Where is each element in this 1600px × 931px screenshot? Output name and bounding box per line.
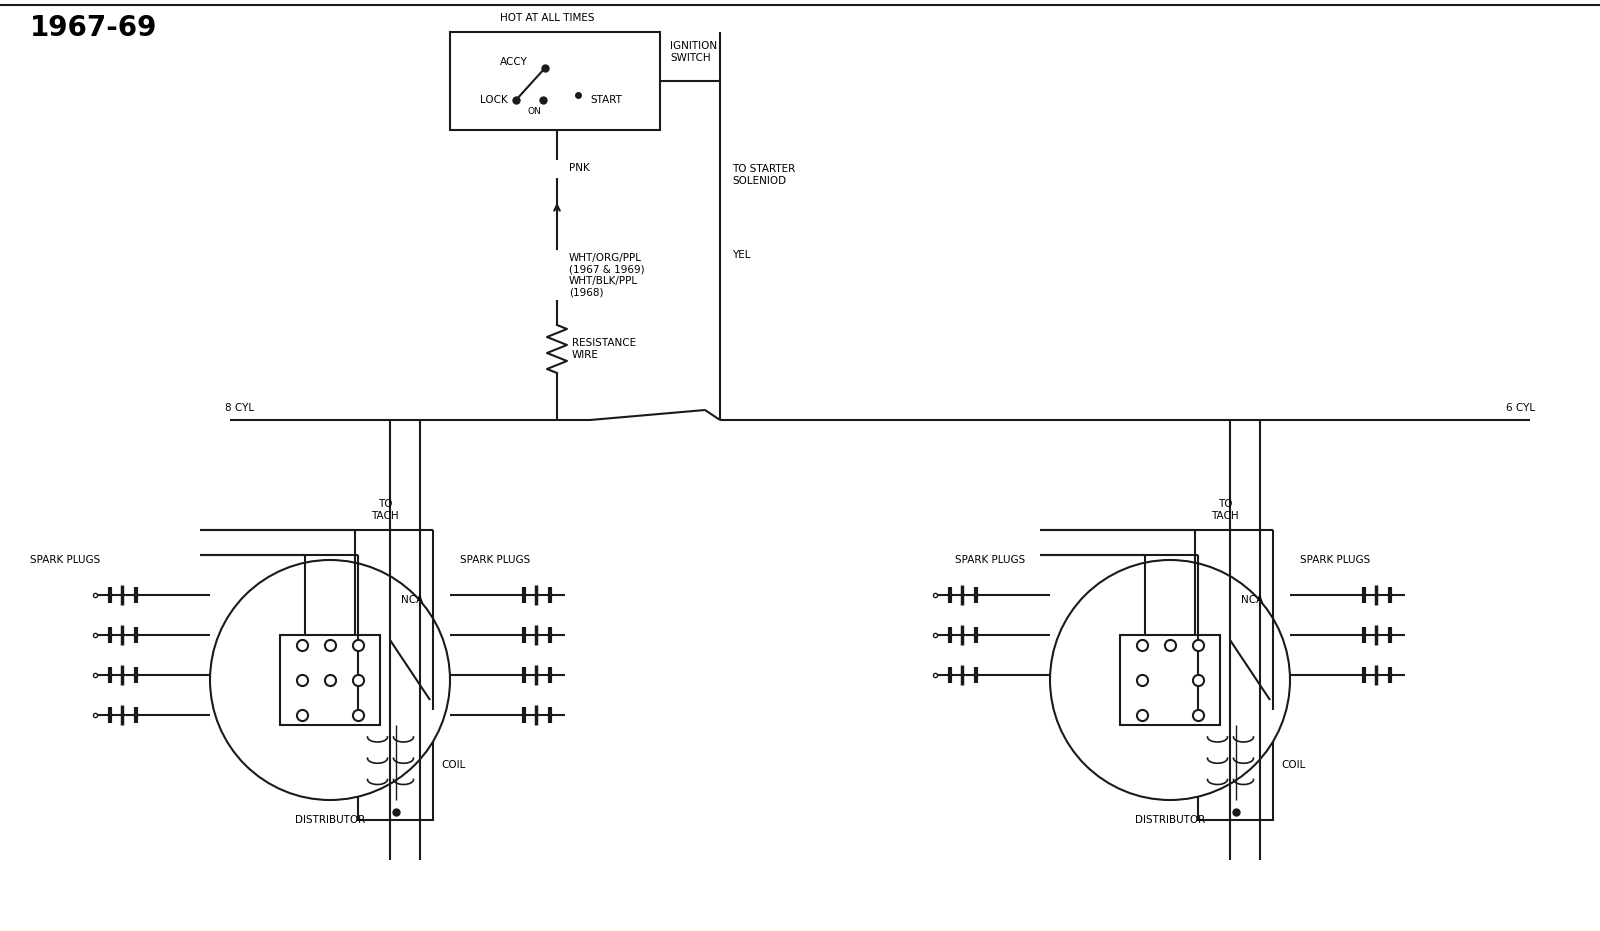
Text: SPARK PLUGS: SPARK PLUGS bbox=[1299, 555, 1370, 565]
Text: RESISTANCE
WIRE: RESISTANCE WIRE bbox=[573, 338, 637, 359]
Bar bbox=[1120, 635, 1221, 725]
Text: TO STARTER
SOLENIOD: TO STARTER SOLENIOD bbox=[733, 164, 795, 186]
Bar bbox=[280, 635, 381, 725]
Text: LOCK: LOCK bbox=[480, 95, 507, 105]
Text: NCA: NCA bbox=[1242, 595, 1262, 605]
Text: DISTRIBUTOR: DISTRIBUTOR bbox=[294, 815, 365, 825]
Text: ON: ON bbox=[526, 107, 541, 116]
Text: 8 CYL: 8 CYL bbox=[226, 403, 254, 413]
Text: 1967-69: 1967-69 bbox=[30, 14, 157, 42]
Text: COIL: COIL bbox=[442, 760, 466, 770]
Circle shape bbox=[210, 560, 450, 800]
Text: 6 CYL: 6 CYL bbox=[1506, 403, 1534, 413]
Text: IGNITION
SWITCH: IGNITION SWITCH bbox=[670, 41, 717, 62]
Text: WHT/ORG/PPL
(1967 & 1969)
WHT/BLK/PPL
(1968): WHT/ORG/PPL (1967 & 1969) WHT/BLK/PPL (1… bbox=[570, 252, 645, 297]
Text: ACCY: ACCY bbox=[499, 57, 528, 67]
Text: HOT AT ALL TIMES: HOT AT ALL TIMES bbox=[499, 13, 594, 23]
Text: NCA: NCA bbox=[402, 595, 422, 605]
Text: YEL: YEL bbox=[733, 250, 750, 260]
Text: COIL: COIL bbox=[1282, 760, 1306, 770]
Text: SPARK PLUGS: SPARK PLUGS bbox=[30, 555, 101, 565]
Bar bbox=[1198, 710, 1274, 820]
Text: DISTRIBUTOR: DISTRIBUTOR bbox=[1134, 815, 1205, 825]
Text: TO
TACH: TO TACH bbox=[371, 499, 398, 520]
Text: PNK: PNK bbox=[570, 163, 590, 173]
Text: START: START bbox=[590, 95, 622, 105]
Text: SPARK PLUGS: SPARK PLUGS bbox=[461, 555, 530, 565]
Text: SPARK PLUGS: SPARK PLUGS bbox=[955, 555, 1026, 565]
Circle shape bbox=[1050, 560, 1290, 800]
Text: TO
TACH: TO TACH bbox=[1211, 499, 1238, 520]
Bar bbox=[450, 32, 661, 130]
Bar bbox=[358, 710, 434, 820]
